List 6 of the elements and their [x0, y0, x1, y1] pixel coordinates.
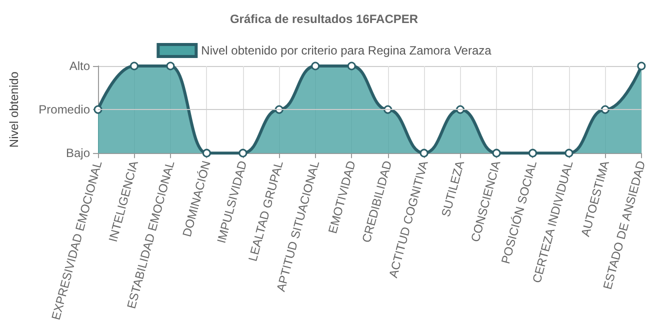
chart-title: Gráfica de resultados 16FACPER	[230, 12, 418, 26]
category-label: Promedio	[38, 102, 90, 117]
category-label: Alto	[69, 59, 90, 73]
category-label: Bajo	[66, 146, 90, 160]
y-axis-title: Nivel obtenido	[7, 71, 21, 148]
legend-label: Nivel obtenido por criterio para Regina Zamora Veraza	[201, 44, 492, 58]
